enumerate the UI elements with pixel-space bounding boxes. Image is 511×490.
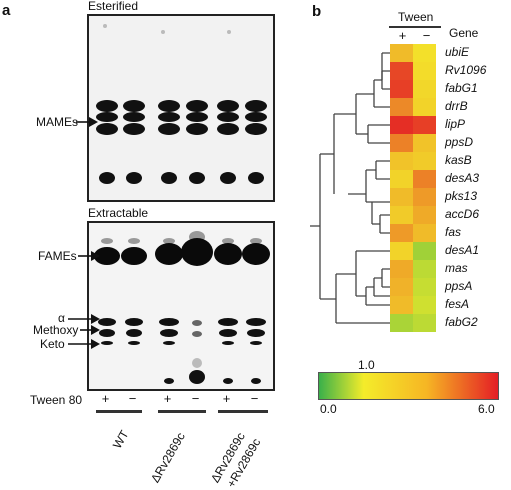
gene-label: accD6 bbox=[445, 207, 480, 221]
keto-label: Keto bbox=[40, 337, 65, 351]
group-label-wt: WT bbox=[110, 427, 132, 451]
esterified-tlc-plate bbox=[87, 14, 275, 202]
heatmap-cell bbox=[413, 278, 436, 296]
lane-sign: + bbox=[163, 391, 172, 406]
esterified-tlc-image bbox=[96, 24, 267, 184]
column-sign-minus: − bbox=[422, 28, 431, 43]
heatmap-cell bbox=[390, 206, 413, 224]
heatmap-cell bbox=[413, 224, 436, 242]
heatmap-cell bbox=[413, 188, 436, 206]
panel-a-letter: a bbox=[2, 2, 11, 19]
extractable-tlc-plate bbox=[87, 221, 275, 391]
heatmap-cell bbox=[390, 224, 413, 242]
heatmap-cell bbox=[390, 134, 413, 152]
lane-sign: − bbox=[128, 391, 137, 406]
tween-header: Tween bbox=[398, 10, 434, 24]
tween80-label: Tween 80 bbox=[30, 393, 83, 407]
column-sign-plus: + bbox=[398, 28, 407, 43]
mames-arrow-icon bbox=[76, 117, 98, 127]
heatmap-cell bbox=[413, 134, 436, 152]
gene-label: drrB bbox=[445, 99, 468, 113]
tween-header-bar bbox=[389, 26, 441, 28]
alpha-arrow-icon bbox=[68, 314, 100, 324]
panel-b-letter: b bbox=[312, 3, 322, 20]
gene-label: fabG1 bbox=[445, 81, 478, 95]
gene-label: desA3 bbox=[445, 171, 480, 185]
heatmap-cell bbox=[390, 242, 413, 260]
colorbar bbox=[318, 372, 499, 400]
gene-label: ppsA bbox=[445, 279, 473, 293]
heatmap-cell bbox=[390, 44, 413, 62]
heatmap-cell bbox=[390, 98, 413, 116]
gene-label: pks13 bbox=[445, 189, 478, 203]
heatmap-cell bbox=[413, 296, 436, 314]
heatmap-cell bbox=[413, 206, 436, 224]
fames-label: FAMEs bbox=[38, 249, 77, 263]
methoxy-label: Methoxy bbox=[33, 323, 79, 337]
gene-label: ppsD bbox=[445, 135, 474, 149]
group-bar-comp bbox=[218, 410, 268, 413]
gene-label: ubiE bbox=[445, 45, 470, 59]
lane-sign: + bbox=[101, 391, 110, 406]
extractable-title: Extractable bbox=[88, 206, 149, 220]
colorbar-mid-label: 1.0 bbox=[358, 358, 375, 372]
heatmap-cell bbox=[390, 170, 413, 188]
heatmap-cell bbox=[390, 80, 413, 98]
gene-label: mas bbox=[445, 261, 468, 275]
heatmap-cell bbox=[390, 188, 413, 206]
heatmap-cell bbox=[413, 152, 436, 170]
colorbar-max-label: 6.0 bbox=[478, 402, 495, 416]
heatmap-cell bbox=[413, 98, 436, 116]
fames-arrow-icon bbox=[78, 251, 100, 261]
gene-label: fesA bbox=[445, 297, 470, 311]
dendrogram bbox=[310, 52, 391, 324]
extractable-tlc-image bbox=[94, 231, 270, 384]
heatmap-cell bbox=[413, 170, 436, 188]
mames-label: MAMEs bbox=[36, 115, 78, 129]
heatmap-cell bbox=[413, 242, 436, 260]
gene-label: lipP bbox=[445, 117, 466, 131]
heatmap-cell bbox=[390, 116, 413, 134]
gene-label: Rv1096 bbox=[445, 63, 487, 77]
heatmap-cell bbox=[390, 62, 413, 80]
keto-arrow-icon bbox=[68, 339, 100, 349]
heatmap-cell bbox=[390, 260, 413, 278]
gene-label: desA1 bbox=[445, 243, 480, 257]
group-label-ko: ΔRv2869c bbox=[148, 430, 188, 485]
heatmap-cell bbox=[413, 62, 436, 80]
methoxy-arrow-icon bbox=[80, 325, 100, 335]
alpha-label: α bbox=[58, 311, 65, 325]
heatmap-cell bbox=[413, 80, 436, 98]
gene-label: fas bbox=[445, 225, 462, 239]
heatmap-cell bbox=[413, 260, 436, 278]
heatmap-cell bbox=[390, 278, 413, 296]
heatmap-cell bbox=[413, 116, 436, 134]
gene-header: Gene bbox=[449, 26, 479, 40]
esterified-title: Esterified bbox=[88, 0, 139, 13]
heatmap-cell bbox=[390, 314, 413, 332]
group-bar-wt bbox=[96, 410, 142, 413]
gene-label: kasB bbox=[445, 153, 472, 167]
gene-label: fabG2 bbox=[445, 315, 478, 329]
heatmap-cell bbox=[390, 152, 413, 170]
heatmap bbox=[390, 44, 436, 332]
heatmap-cell bbox=[413, 314, 436, 332]
lane-sign: + bbox=[222, 391, 231, 406]
colorbar-min-label: 0.0 bbox=[320, 402, 337, 416]
group-bar-ko bbox=[158, 410, 206, 413]
heatmap-cell bbox=[390, 296, 413, 314]
lane-sign: − bbox=[191, 391, 200, 406]
heatmap-cell bbox=[413, 44, 436, 62]
lane-sign: − bbox=[250, 391, 259, 406]
